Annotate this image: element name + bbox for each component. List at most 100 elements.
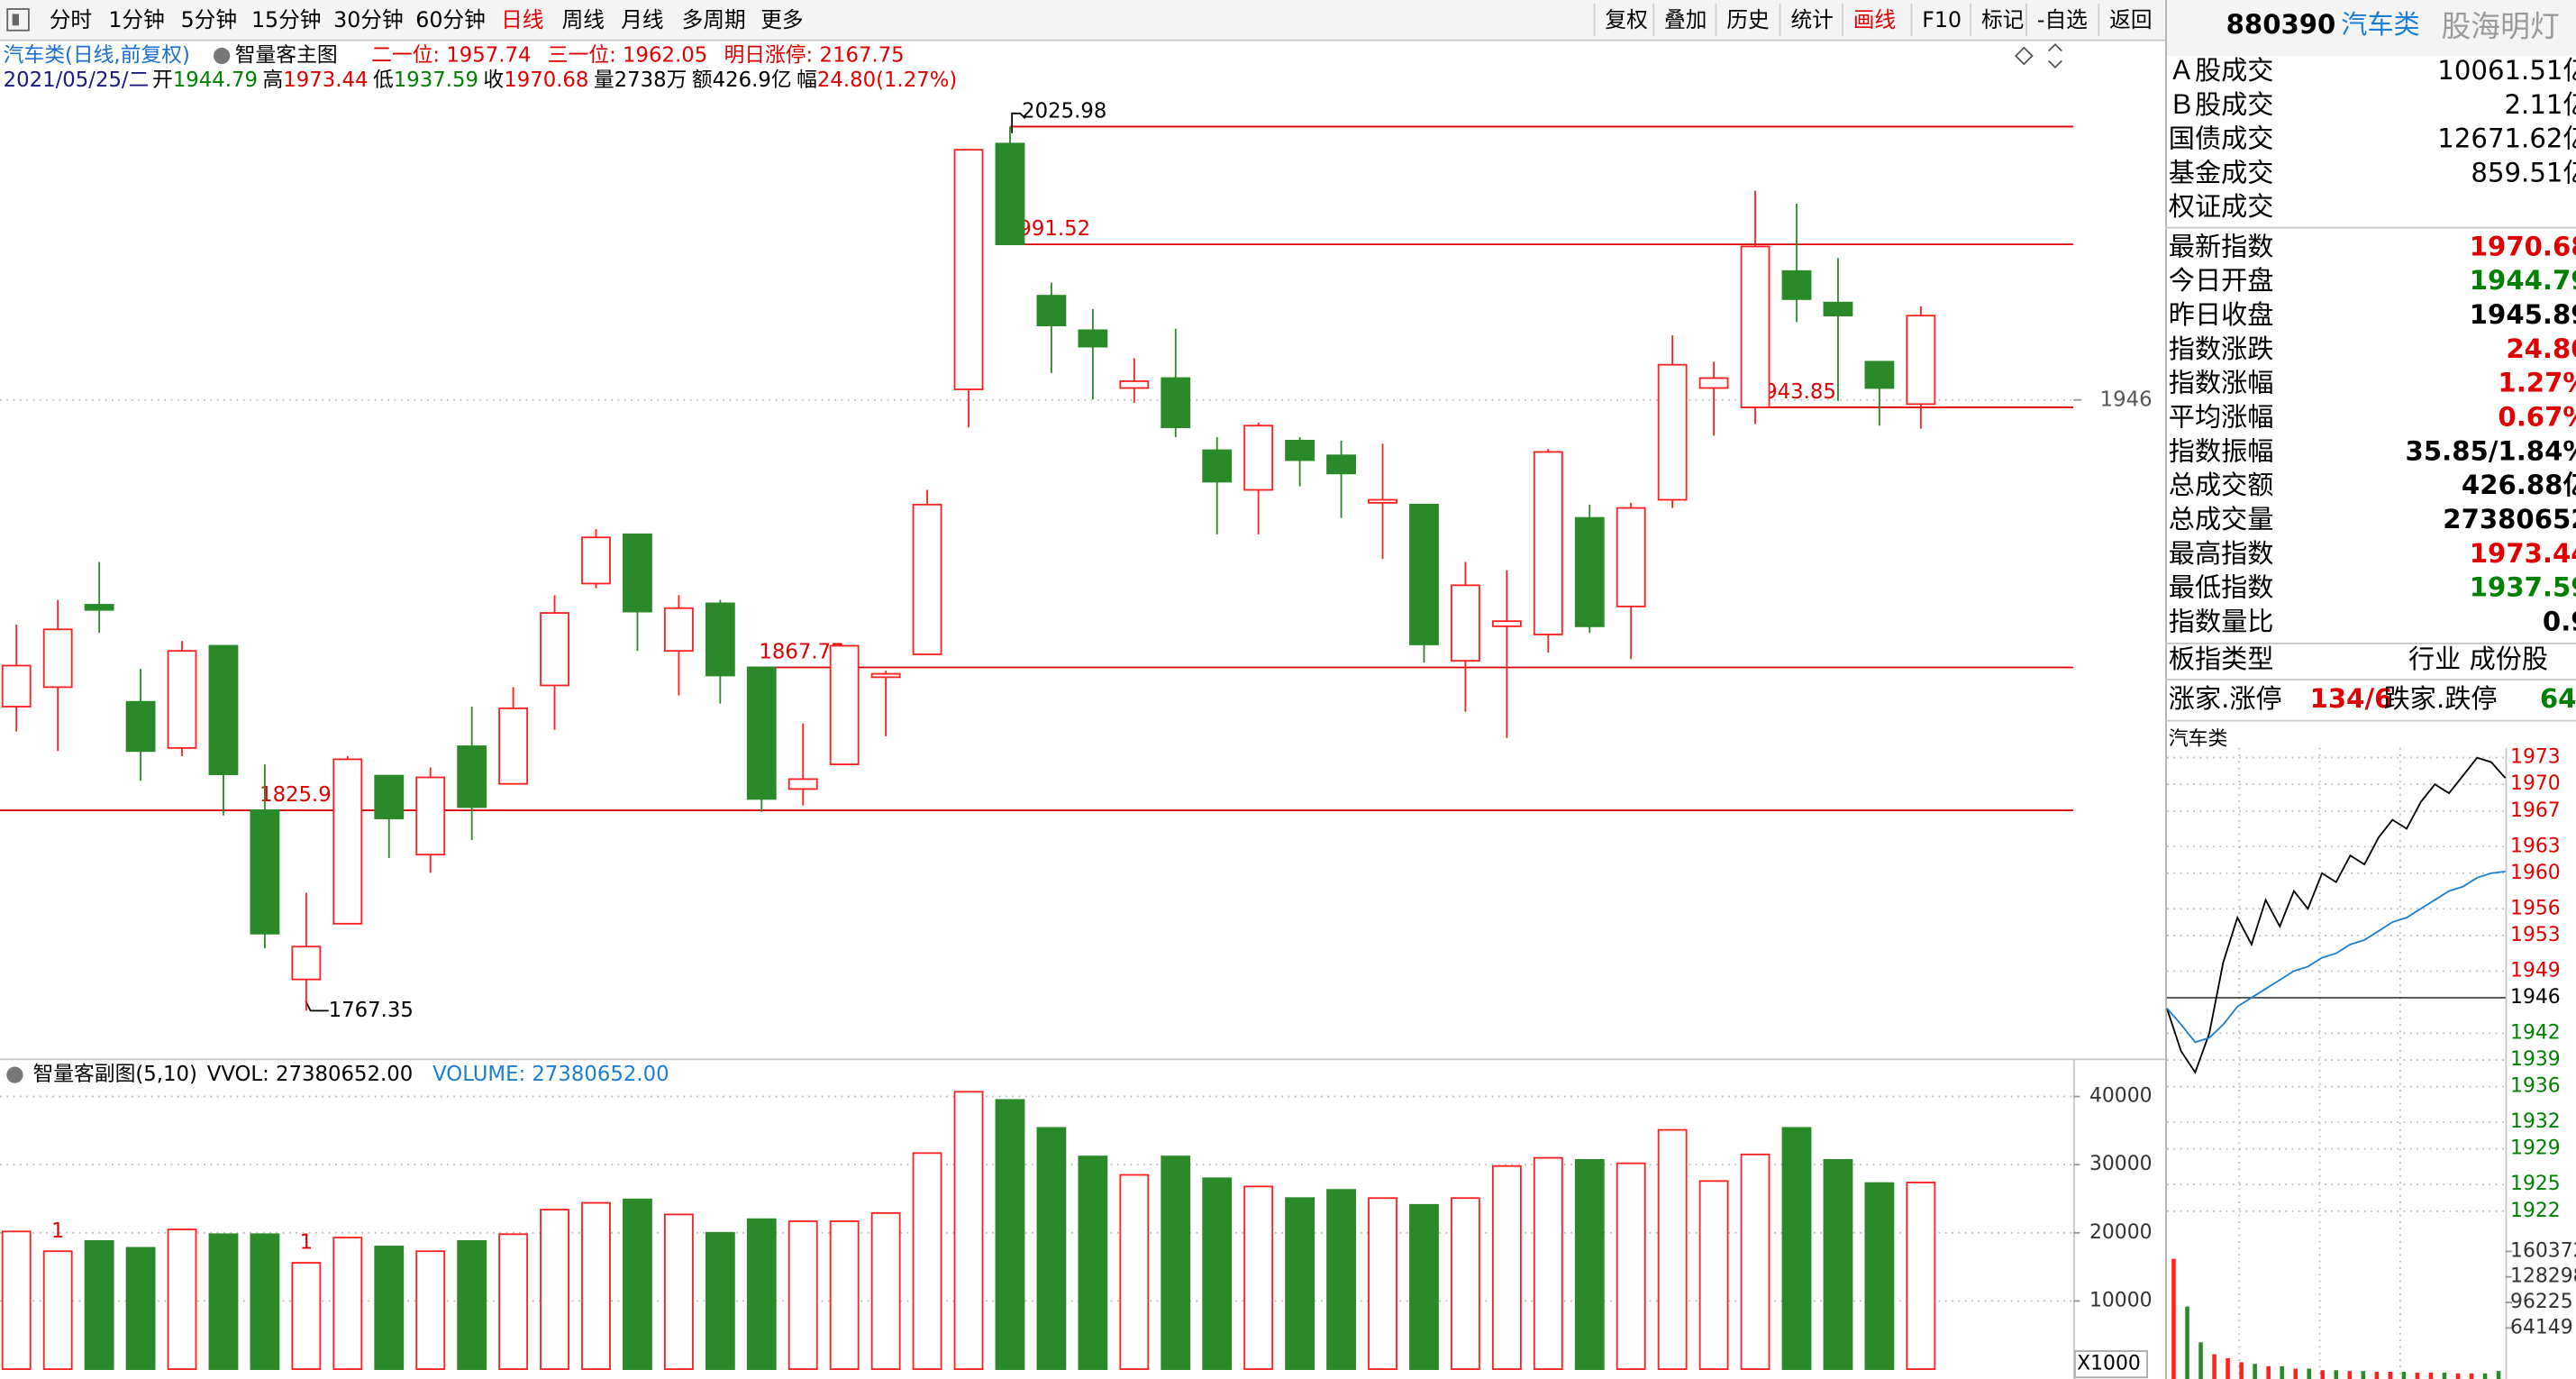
period-tab[interactable]: 月线 <box>621 7 663 32</box>
candle-body <box>1243 425 1274 491</box>
intraday-line <box>2166 756 2507 1074</box>
volume-bar <box>829 1220 860 1370</box>
tool-button[interactable]: 标记 <box>1981 7 2024 32</box>
tool-button[interactable]: 返回 <box>2109 7 2152 32</box>
market-label: 基金成交 <box>2169 157 2274 187</box>
candle-body <box>705 602 735 677</box>
volume-bar <box>870 1211 901 1370</box>
index-value: 0.67% <box>2498 402 2576 433</box>
quote-label: 开 <box>152 68 173 92</box>
indicator-icon[interactable] <box>214 47 231 65</box>
index-value: 1944.79 <box>2470 265 2576 296</box>
level-label: 1825.97 <box>259 783 344 807</box>
volume-bar <box>291 1262 322 1370</box>
y-tick-label: 10000 <box>2089 1289 2153 1311</box>
period-tab[interactable]: 60分钟 <box>415 7 486 32</box>
y-tick-label: 1946 <box>2100 388 2153 411</box>
quote-value: 2738万 <box>614 68 687 92</box>
indicator-name[interactable]: 智量客主图 <box>235 44 338 68</box>
quote-value: 1970.68 <box>504 68 588 92</box>
candle-body <box>870 672 901 679</box>
type-label: 板指类型 <box>2169 644 2274 674</box>
volume-bar <box>1491 1164 1522 1370</box>
quote-label: 幅 <box>796 68 817 92</box>
index-value: 0.9 <box>2543 607 2576 637</box>
sub-indicator-name[interactable]: 智量客副图(5,10) <box>32 1063 196 1086</box>
tool-button[interactable]: 历史 <box>1726 7 1769 32</box>
menu-icon[interactable] <box>6 8 30 32</box>
market-value: 2.11亿 <box>2505 89 2576 120</box>
volume-bar <box>2482 1373 2488 1379</box>
level-text: 二一位: 1957.74 <box>371 44 531 68</box>
period-tab[interactable]: 日线 <box>501 7 543 32</box>
breadth-label: 涨家.涨停 <box>2169 683 2282 714</box>
expand-icon[interactable] <box>2048 42 2062 69</box>
index-label: 最高指数 <box>2169 538 2274 569</box>
unit-box <box>2073 1350 2149 1379</box>
period-tab[interactable]: 周线 <box>562 7 605 32</box>
volume-bar <box>2280 1365 2284 1379</box>
volume-bar <box>746 1218 777 1370</box>
brand: 股海明灯 <box>2441 9 2559 43</box>
y-tick-label: 1929 <box>2510 1137 2561 1160</box>
candle-body <box>1036 295 1067 326</box>
candle-body <box>1823 301 1853 316</box>
quote-label: 额 <box>692 68 713 92</box>
volume-bar <box>2320 1370 2326 1379</box>
quote-value: 24.80(1.27%) <box>817 68 957 92</box>
index-value: 24.80 <box>2506 333 2576 364</box>
period-tab[interactable]: 更多 <box>760 7 803 32</box>
y-tick-label: 20000 <box>2089 1221 2153 1244</box>
index-value: 426.88亿 <box>2462 470 2576 500</box>
tool-button[interactable]: F10 <box>1922 7 1962 32</box>
candle-body <box>84 604 114 611</box>
volume-bar <box>581 1201 611 1370</box>
volume-bar <box>2185 1306 2189 1379</box>
side-name: 汽车类 <box>2341 9 2419 40</box>
type-value: 行业 成份股 <box>2408 644 2548 674</box>
period-tab[interactable]: 30分钟 <box>333 7 404 32</box>
tool-button[interactable]: 统计 <box>1790 7 1833 32</box>
period-tab[interactable]: 5分钟 <box>181 7 237 32</box>
index-value: 1937.59 <box>2470 572 2576 603</box>
tool-button[interactable]: 画线 <box>1853 7 1896 32</box>
y-tick-label: 1936 <box>2510 1075 2561 1098</box>
candle-body <box>1574 516 1605 627</box>
volume-bar <box>2374 1372 2380 1379</box>
volume-bar <box>2347 1371 2353 1379</box>
diamond-icon[interactable] <box>2014 46 2034 66</box>
candle-body <box>1326 454 1356 475</box>
period-tab[interactable]: 15分钟 <box>251 7 322 32</box>
tool-button[interactable]: -自选 <box>2037 7 2088 32</box>
y-tick-label: 1956 <box>2510 897 2561 919</box>
volume-bar <box>1533 1156 1563 1370</box>
volume-bar <box>1657 1128 1688 1370</box>
tool-button[interactable]: 复权 <box>1605 7 1647 32</box>
volume-bar <box>2307 1368 2312 1379</box>
sub-indicator-icon[interactable] <box>6 1066 23 1083</box>
volume-bar <box>663 1213 694 1370</box>
volume-bar <box>250 1233 280 1370</box>
index-label: 指数涨幅 <box>2169 368 2274 398</box>
volume-bar <box>2415 1372 2420 1379</box>
index-label: 昨日收盘 <box>2169 299 2274 330</box>
candle-body <box>498 707 529 785</box>
period-tab[interactable]: 1分钟 <box>108 7 164 32</box>
y-tick-label: 1932 <box>2510 1110 2561 1133</box>
quote-value: 1937.59 <box>394 68 478 92</box>
flag <box>1011 112 1026 133</box>
tool-button[interactable]: 叠加 <box>1664 7 1707 32</box>
index-value: 1.27% <box>2498 368 2576 398</box>
candle-body <box>1 664 32 708</box>
arrow <box>305 1000 329 1012</box>
volume-bar <box>2226 1358 2230 1379</box>
period-tab[interactable]: 多周期 <box>682 7 746 32</box>
chart-title: 汽车类(日线,前复权) <box>4 44 190 68</box>
period-tab[interactable]: 分时 <box>50 7 92 32</box>
menu-icon-part <box>12 14 19 26</box>
index-value: 1970.68 <box>2470 231 2576 261</box>
level-label: 1767.35 <box>329 999 414 1022</box>
legend-entry: VVOL: 27380652.00 <box>207 1063 413 1086</box>
